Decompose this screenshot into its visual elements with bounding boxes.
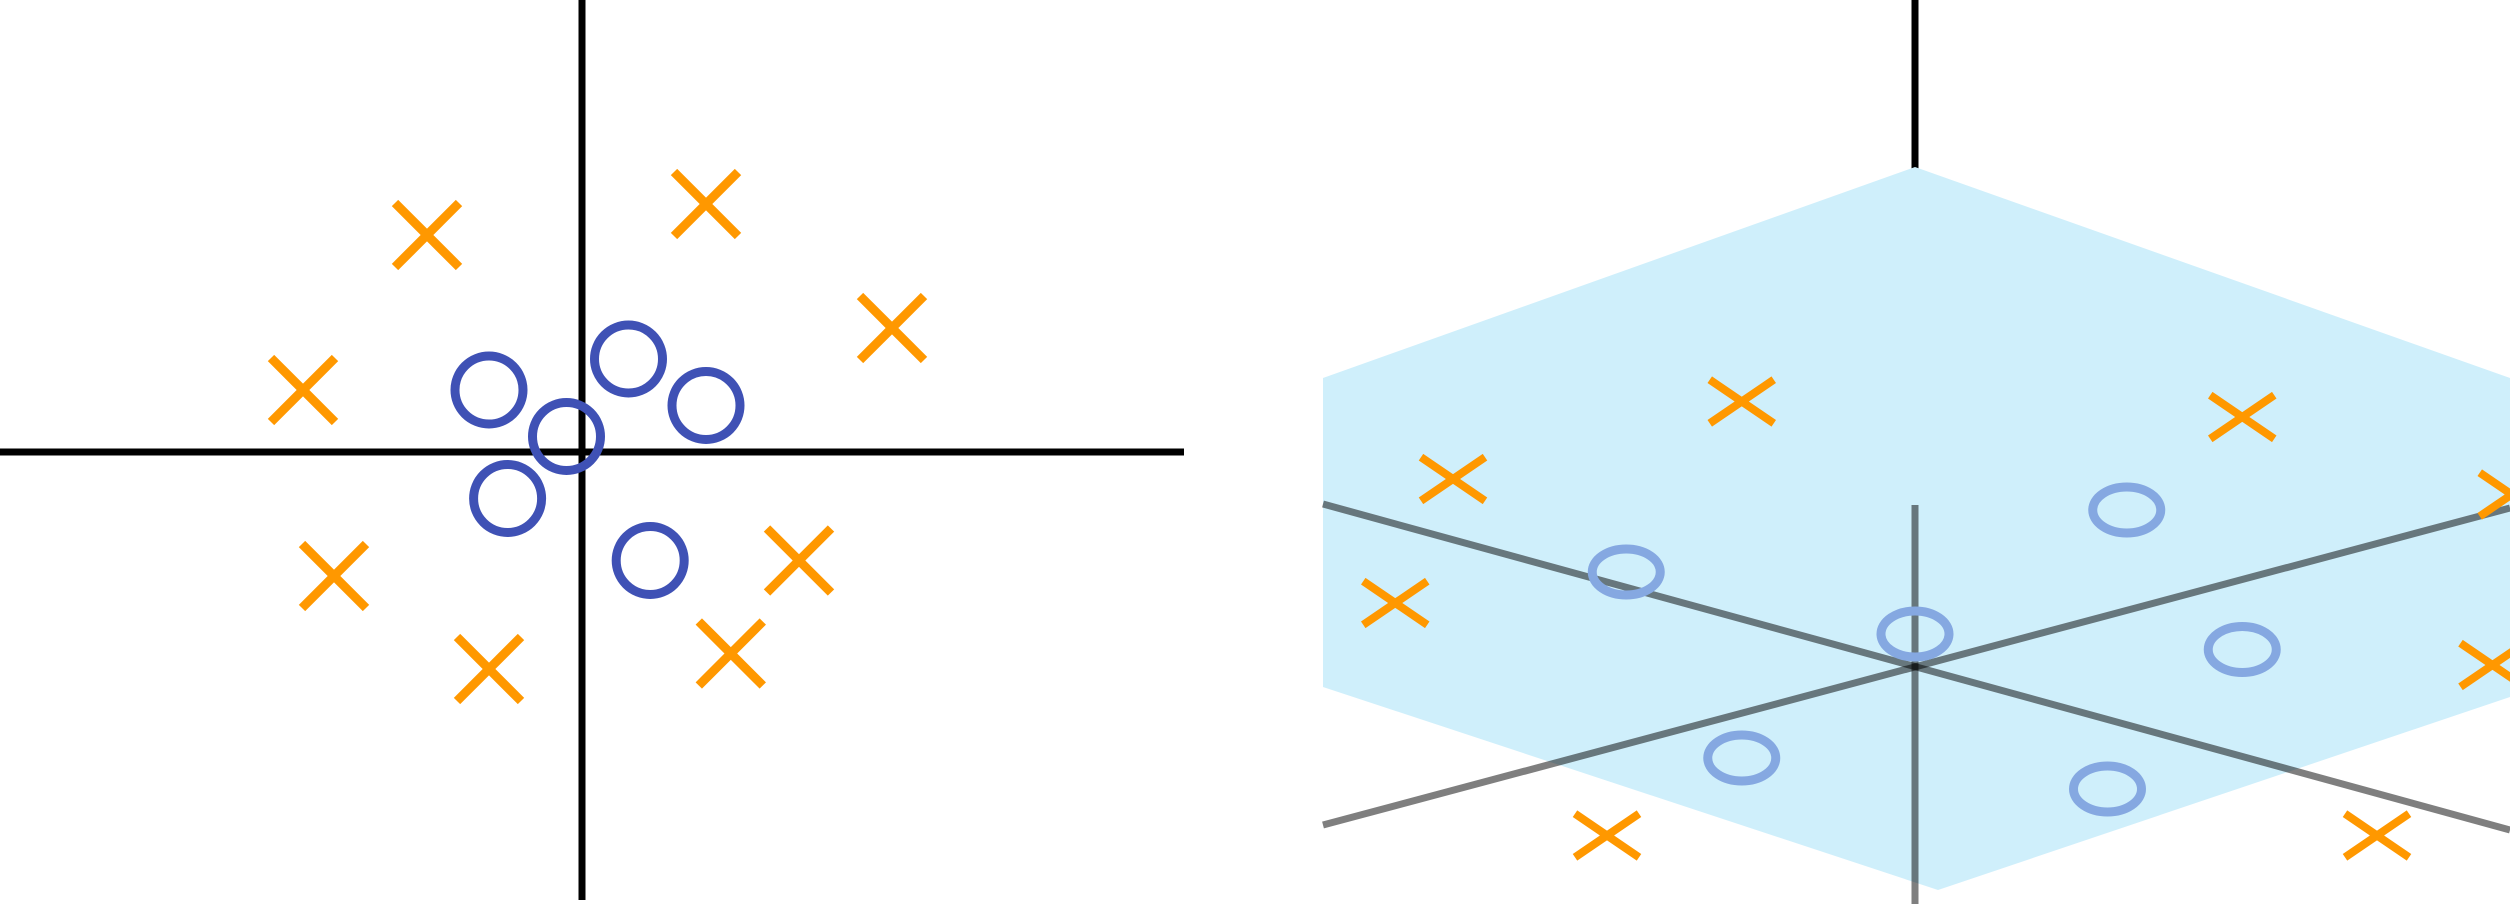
circle-point bbox=[469, 460, 547, 537]
cross-point bbox=[856, 292, 928, 364]
cross-point bbox=[2458, 639, 2510, 691]
cross-point bbox=[670, 168, 742, 240]
cross-point bbox=[391, 199, 463, 271]
left-scatter-plot bbox=[0, 0, 1184, 900]
circle-point bbox=[611, 522, 689, 599]
cross-point bbox=[1418, 453, 1488, 505]
cross-point bbox=[1361, 577, 1430, 629]
circle-point bbox=[2069, 761, 2146, 817]
circle-point bbox=[1703, 730, 1781, 786]
cross-point bbox=[695, 618, 766, 689]
circle-point bbox=[2088, 482, 2166, 538]
circle-point bbox=[450, 351, 528, 429]
cross-point bbox=[453, 633, 525, 705]
circle-point bbox=[590, 320, 667, 398]
cross-point bbox=[763, 525, 835, 596]
cross-point bbox=[1707, 376, 1776, 427]
cross-point bbox=[1572, 810, 1642, 861]
circle-point bbox=[1876, 606, 1954, 662]
right-3d-plot bbox=[1322, 0, 2510, 904]
cross-point bbox=[2342, 810, 2412, 861]
circle-point bbox=[528, 398, 605, 475]
circle-point bbox=[1587, 544, 1665, 600]
circle-point bbox=[2203, 622, 2281, 677]
circle-point bbox=[667, 367, 745, 444]
cross-point bbox=[298, 540, 370, 612]
cross-point bbox=[2208, 391, 2277, 443]
cross-point bbox=[2477, 469, 2510, 520]
cross-point bbox=[267, 354, 339, 426]
